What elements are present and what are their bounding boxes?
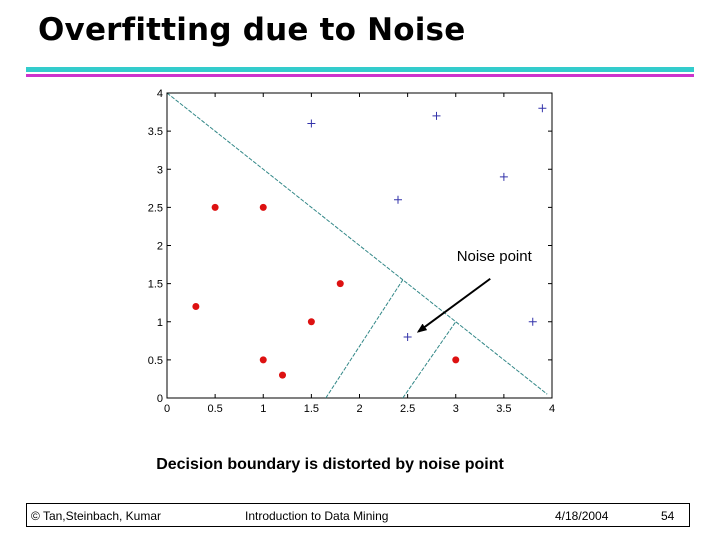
y-tick-label: 3.5 bbox=[148, 126, 163, 138]
class-dot-point bbox=[336, 280, 344, 288]
y-tick-label: 1.5 bbox=[148, 279, 163, 291]
y-tick-label: 1 bbox=[157, 317, 163, 329]
x-tick-label: 4 bbox=[549, 403, 555, 415]
x-tick-label: 2 bbox=[356, 403, 362, 415]
class-plus-point bbox=[394, 195, 402, 204]
chart-caption: Decision boundary is distorted by noise … bbox=[156, 456, 504, 473]
class-dot-point bbox=[211, 203, 219, 211]
y-tick-label: 2.5 bbox=[148, 202, 163, 214]
class-plus-point bbox=[403, 333, 412, 341]
x-tick-label: 3 bbox=[453, 403, 459, 415]
slide-footer: © Tan,Steinbach, Kumar Introduction to D… bbox=[26, 503, 690, 527]
class-dot-point bbox=[307, 318, 315, 326]
footer-course: Introduction to Data Mining bbox=[245, 509, 389, 523]
decision-boundary-line bbox=[325, 279, 404, 399]
class-plus-point bbox=[528, 317, 537, 326]
y-tick-label: 3 bbox=[157, 164, 163, 176]
x-tick-label: 0 bbox=[164, 403, 170, 415]
class-dot-point bbox=[192, 303, 200, 310]
class-plus-point bbox=[432, 111, 441, 120]
y-tick-label: 4 bbox=[157, 88, 163, 100]
title-rule-magenta bbox=[26, 74, 694, 77]
x-tick-label: 1 bbox=[260, 403, 266, 415]
decision-boundary-line bbox=[402, 321, 457, 399]
x-tick-label: 2.5 bbox=[400, 403, 415, 415]
y-tick-label: 2 bbox=[157, 241, 163, 253]
class-dot-point bbox=[259, 356, 267, 364]
x-tick-label: 1.5 bbox=[304, 403, 319, 415]
x-tick-label: 3.5 bbox=[496, 403, 511, 415]
noise-point-arrow bbox=[416, 277, 491, 333]
class-dot-point bbox=[279, 371, 286, 379]
footer-page-number: 54 bbox=[661, 509, 675, 523]
class-plus-point bbox=[307, 119, 316, 128]
decision-boundary-line bbox=[166, 92, 548, 395]
y-tick-label: 0 bbox=[157, 393, 163, 405]
title-rule-cyan bbox=[26, 67, 694, 72]
noise-point-label: Noise point bbox=[457, 248, 533, 265]
x-tick-label: 0.5 bbox=[207, 403, 222, 415]
class-dot-point bbox=[452, 356, 460, 364]
slide-title: Overfitting due to Noise bbox=[38, 12, 466, 48]
class-dot-point bbox=[259, 203, 267, 211]
footer-date: 4/18/2004 bbox=[555, 509, 609, 523]
y-tick-label: 0.5 bbox=[148, 355, 163, 367]
footer-copyright: © Tan,Steinbach, Kumar bbox=[31, 509, 162, 523]
class-plus-point bbox=[499, 172, 508, 181]
class-plus-point bbox=[538, 104, 547, 113]
